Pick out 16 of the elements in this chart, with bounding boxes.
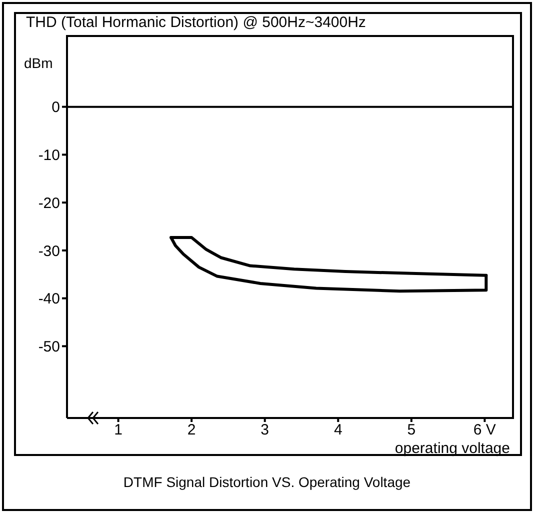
x-tick-label: 2 xyxy=(187,422,196,439)
text: DTMF Signal Distortion VS. Operating Voltage xyxy=(122,474,412,490)
x-axis-title: operating voltage xyxy=(394,440,510,457)
y-tick-label: 0 xyxy=(52,99,60,116)
y-axis-title: dBm xyxy=(24,55,53,71)
x-tick-label: 1 xyxy=(114,422,122,439)
x-tick-label: 6 V xyxy=(473,422,496,439)
x-tick-label: 3 xyxy=(260,422,270,439)
x-tick-label: 5 xyxy=(407,422,416,439)
y-tick-label: -40 xyxy=(38,290,60,308)
y-tick-label: -20 xyxy=(38,194,60,212)
y-tick-label: -10 xyxy=(38,147,60,164)
y-tick-label: -50 xyxy=(38,338,60,356)
x-tick-label: 4 xyxy=(334,422,342,439)
chart-title: THD (Total Hormanic Distortion) @ 500Hz~3400Hz xyxy=(26,14,366,31)
y-tick-label: -30 xyxy=(38,242,60,260)
